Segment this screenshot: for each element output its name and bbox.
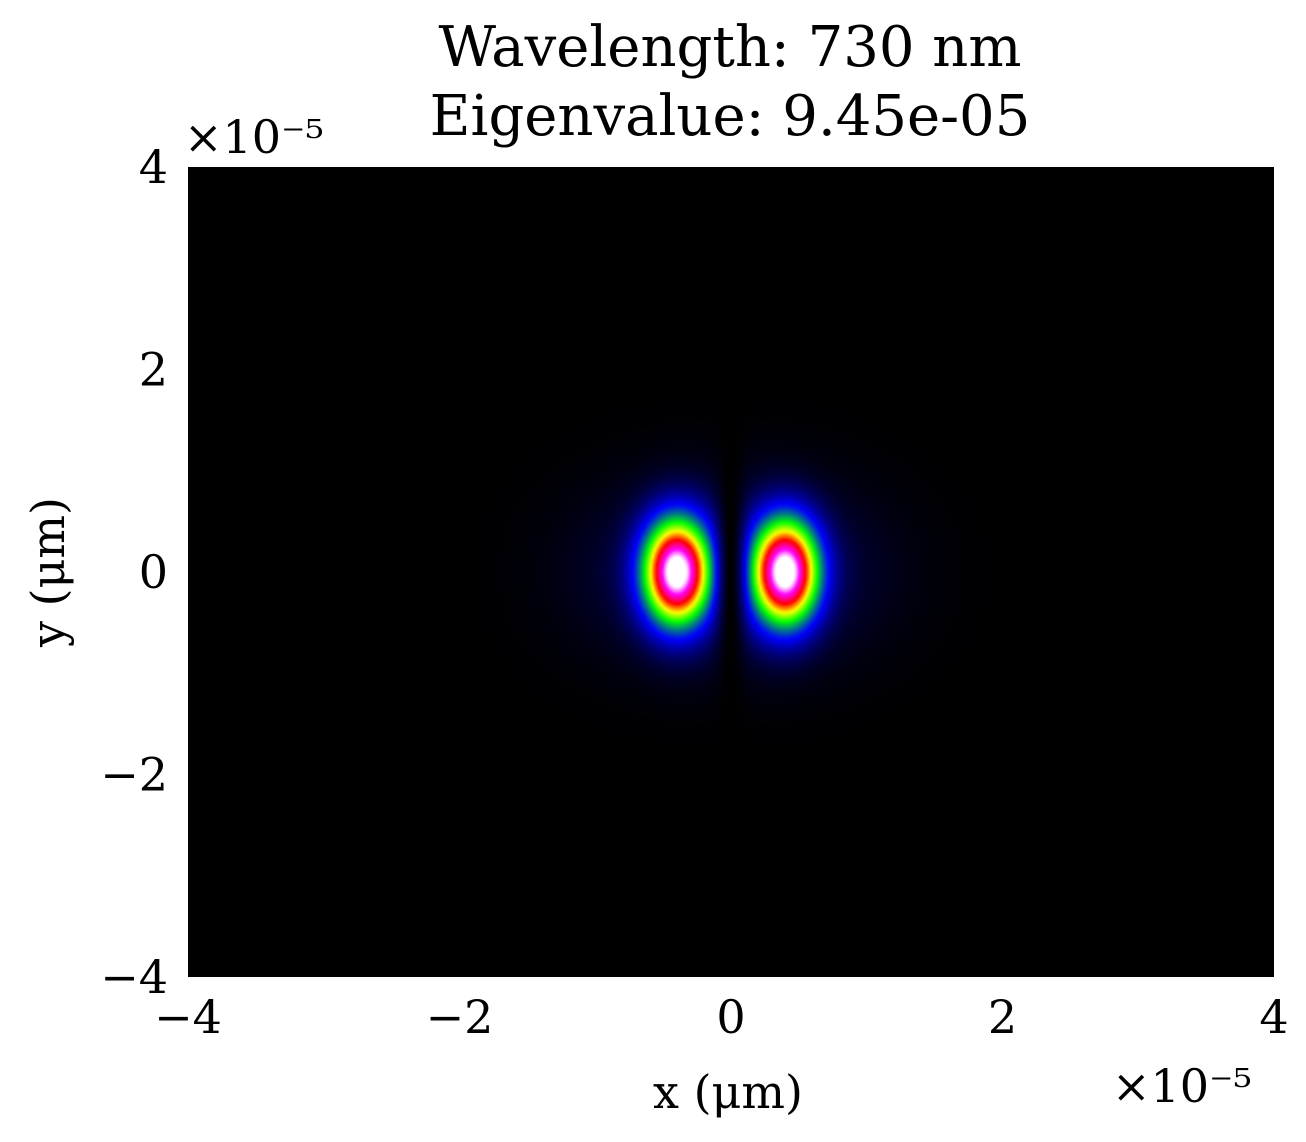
x-axis-label: x (μm): [653, 1065, 803, 1119]
y-tick-label: 0: [139, 545, 168, 599]
x-tick-label: −4: [154, 990, 222, 1044]
x-tick-labels: −4 −2 0 2 4: [154, 990, 1289, 1044]
chart-title-line-1: Wavelength: 730 nm: [439, 15, 1022, 80]
x-tick-label: 2: [988, 990, 1017, 1044]
y-axis-multiplier: ×10⁻⁵: [184, 110, 324, 164]
heatmap-canvas: [188, 167, 1274, 977]
x-axis-multiplier: ×10⁻⁵: [1112, 1059, 1252, 1113]
y-axis-label: y (μm): [21, 497, 75, 648]
x-tick-label: 4: [1259, 990, 1288, 1044]
y-tick-label: 2: [139, 343, 168, 397]
plot-area: [188, 167, 1274, 977]
x-tick-label: −2: [426, 990, 494, 1044]
chart-title-line-2: Eigenvalue: 9.45e-05: [430, 84, 1031, 149]
y-tick-label: 4: [139, 140, 168, 194]
y-tick-label: −2: [100, 748, 168, 802]
y-tick-label: −4: [100, 950, 168, 1004]
x-tick-label: 0: [716, 990, 745, 1044]
y-tick-labels: −4 −2 0 2 4: [100, 140, 168, 1004]
